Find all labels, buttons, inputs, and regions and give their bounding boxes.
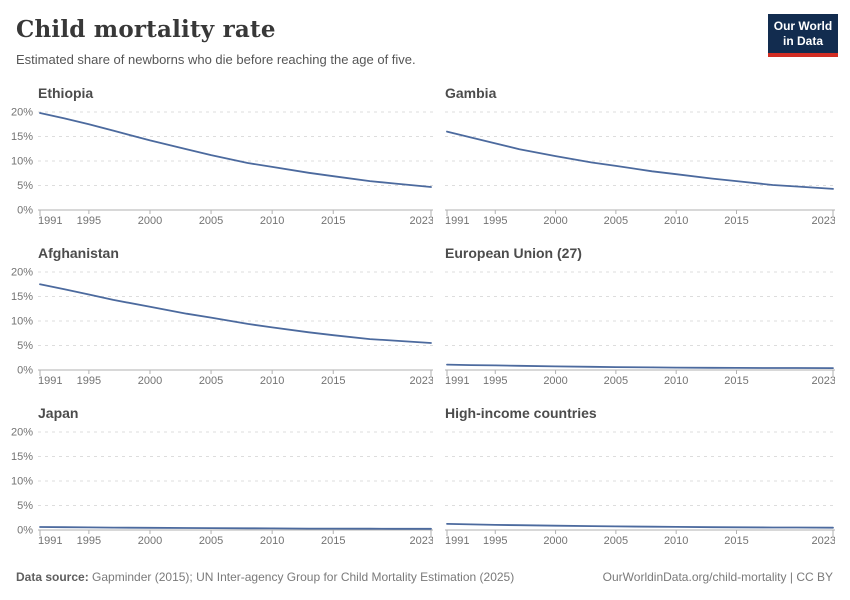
data-source-label: Data source: bbox=[16, 570, 89, 584]
x-tick-label: 1995 bbox=[483, 535, 507, 547]
line-series bbox=[39, 112, 432, 188]
page-title: Child mortality rate bbox=[16, 16, 276, 43]
chart-panel-high-income: High-income countries 1991 1995 2000 2005 20… bbox=[445, 402, 835, 556]
chart-panel-gambia: Gambia 1991 1995 2000 2005 2010 2015 2023 bbox=[445, 82, 835, 236]
x-tick-label: 2000 bbox=[138, 215, 162, 227]
x-tick-label: 1995 bbox=[77, 535, 101, 547]
y-tick-label: 0% bbox=[17, 525, 33, 537]
y-tick-label: 15% bbox=[11, 451, 33, 463]
line-series bbox=[446, 363, 834, 369]
chart-panel-afghanistan: Afghanistan 0% 5% 10% 15% 20% 1991 1995 2000 200… bbox=[9, 242, 433, 396]
x-tick-label: 2015 bbox=[724, 535, 748, 547]
y-tick-label: 10% bbox=[11, 476, 33, 488]
line-chart: 1991 1995 2000 2005 2010 2015 2023 bbox=[445, 111, 835, 227]
y-tick-label: 15% bbox=[11, 131, 33, 143]
chart-panel-european-union: European Union (27) 1991 1995 2000 2005 2010… bbox=[445, 242, 835, 396]
line-chart: 1991 1995 2000 2005 2010 2015 2023 bbox=[445, 271, 835, 387]
x-tick-label: 2015 bbox=[321, 535, 345, 547]
y-tick-label: 10% bbox=[11, 316, 33, 328]
x-tick-label: 2010 bbox=[260, 215, 284, 227]
data-source-text: Gapminder (2015); UN Inter-agency Group … bbox=[88, 570, 515, 584]
x-tick-label: 1991 bbox=[445, 535, 469, 547]
owid-logo-line1: Our World bbox=[773, 19, 833, 33]
owid-logo[interactable]: Our World in Data bbox=[768, 14, 838, 57]
y-tick-label: 20% bbox=[11, 268, 33, 279]
x-tick-label: 1995 bbox=[77, 375, 101, 387]
x-tick-label: 2005 bbox=[199, 375, 223, 387]
chart-panel-ethiopia: Ethiopia 0% 5% 10% 15% 20% 1991 1995 2000 2005 20… bbox=[9, 82, 433, 236]
x-tick-label: 1995 bbox=[483, 215, 507, 227]
x-tick-label: 2005 bbox=[199, 215, 223, 227]
owid-url-link[interactable]: OurWorldinData.org/child-mortality bbox=[602, 570, 787, 584]
x-tick-label: 1991 bbox=[38, 215, 62, 227]
x-tick-label: 2023 bbox=[812, 535, 835, 547]
y-tick-label: 0% bbox=[17, 205, 33, 217]
chart-title: Ethiopia bbox=[38, 85, 94, 101]
owid-logo-line2: in Data bbox=[782, 34, 823, 48]
x-tick-label: 2000 bbox=[543, 215, 567, 227]
x-tick-label: 2000 bbox=[543, 375, 567, 387]
footer-attribution: OurWorldinData.org/child-mortality | CC … bbox=[603, 570, 833, 584]
y-tick-label: 20% bbox=[11, 428, 33, 439]
y-tick-label: 5% bbox=[17, 500, 33, 512]
y-tick-label: 5% bbox=[17, 180, 33, 192]
data-source-note: Data source: Gapminder (2015); UN Inter-… bbox=[16, 570, 514, 584]
x-tick-label: 2000 bbox=[138, 535, 162, 547]
chart-title: Gambia bbox=[445, 85, 497, 101]
page-subtitle: Estimated share of newborns who die befo… bbox=[16, 52, 416, 67]
x-tick-label: 2015 bbox=[724, 375, 748, 387]
x-tick-label: 2005 bbox=[604, 375, 628, 387]
x-tick-label: 2010 bbox=[260, 535, 284, 547]
x-tick-label: 2023 bbox=[410, 535, 433, 547]
chart-title: Afghanistan bbox=[38, 245, 119, 261]
x-tick-label: 1991 bbox=[38, 375, 62, 387]
chart-header: Child mortality rate Estimated share of … bbox=[0, 0, 850, 82]
line-chart: 0% 5% 10% 15% 20% 1991 1995 2000 2005 2010 2015 202… bbox=[11, 428, 433, 547]
small-multiples-grid: Ethiopia 0% 5% 10% 15% 20% 1991 1995 2000 2005 20… bbox=[0, 82, 850, 562]
line-series bbox=[39, 283, 432, 344]
y-tick-label: 0% bbox=[17, 365, 33, 377]
x-tick-label: 1991 bbox=[445, 215, 469, 227]
x-tick-label: 2005 bbox=[199, 535, 223, 547]
x-tick-label: 2010 bbox=[664, 375, 688, 387]
x-tick-label: 2023 bbox=[410, 375, 433, 387]
x-tick-label: 2015 bbox=[724, 215, 748, 227]
x-tick-label: 2005 bbox=[604, 535, 628, 547]
x-tick-label: 1995 bbox=[77, 215, 101, 227]
y-tick-label: 15% bbox=[11, 291, 33, 303]
x-tick-label: 2000 bbox=[543, 535, 567, 547]
line-series bbox=[39, 526, 432, 530]
line-chart: 0% 5% 10% 15% 20% 1991 1995 2000 2005 2010 2015 202… bbox=[11, 108, 433, 227]
line-series bbox=[446, 130, 834, 190]
y-tick-label: 5% bbox=[17, 340, 33, 352]
y-tick-label: 10% bbox=[11, 156, 33, 168]
x-tick-label: 2010 bbox=[664, 535, 688, 547]
footer-divider: | bbox=[786, 570, 797, 584]
chart-footer: Data source: Gapminder (2015); UN Inter-… bbox=[0, 562, 850, 600]
chart-panel-japan: Japan 0% 5% 10% 15% 20% 1991 1995 2000 2005 2010 2… bbox=[9, 402, 433, 556]
line-series bbox=[446, 523, 834, 529]
x-tick-label: 2000 bbox=[138, 375, 162, 387]
x-tick-label: 2005 bbox=[604, 215, 628, 227]
x-tick-label: 1995 bbox=[483, 375, 507, 387]
x-tick-label: 2015 bbox=[321, 375, 345, 387]
line-chart: 1991 1995 2000 2005 2010 2015 2023 bbox=[445, 431, 835, 547]
x-tick-label: 2010 bbox=[664, 215, 688, 227]
chart-title: High-income countries bbox=[445, 405, 597, 421]
license-label: CC BY bbox=[796, 570, 833, 584]
chart-title: European Union (27) bbox=[445, 245, 582, 261]
x-tick-label: 2015 bbox=[321, 215, 345, 227]
y-tick-label: 20% bbox=[11, 108, 33, 119]
x-tick-label: 2023 bbox=[410, 215, 433, 227]
x-tick-label: 1991 bbox=[445, 375, 469, 387]
chart-title: Japan bbox=[38, 405, 79, 421]
x-tick-label: 2023 bbox=[812, 215, 835, 227]
x-tick-label: 2010 bbox=[260, 375, 284, 387]
x-tick-label: 2023 bbox=[812, 375, 835, 387]
line-chart: 0% 5% 10% 15% 20% 1991 1995 2000 2005 2010 2015 202… bbox=[11, 268, 433, 387]
x-tick-label: 1991 bbox=[38, 535, 62, 547]
